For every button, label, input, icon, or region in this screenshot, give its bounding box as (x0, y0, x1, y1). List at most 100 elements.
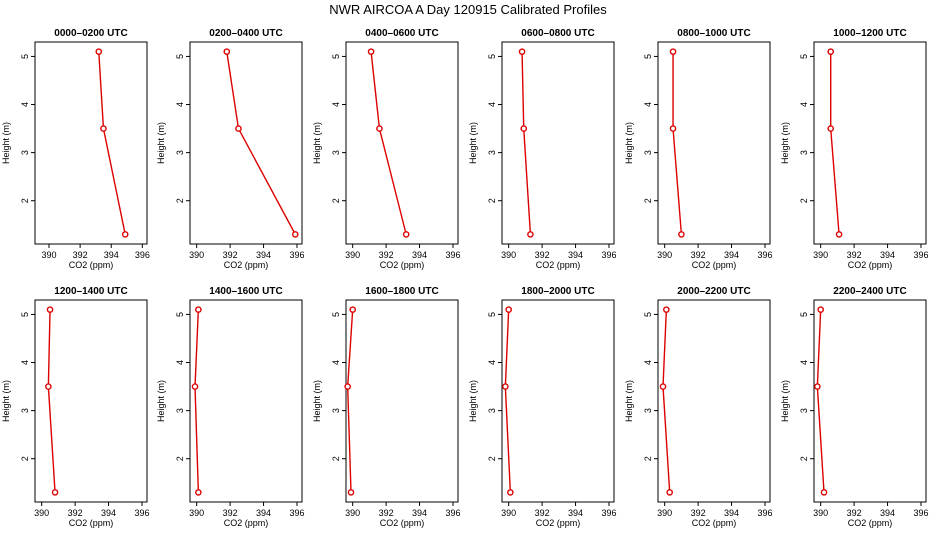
data-point (663, 306, 670, 313)
x-tick-label: 396 (445, 250, 460, 260)
y-tick-label: 2 (799, 456, 809, 461)
data-point (223, 48, 231, 55)
profile-panel: 2000–2200 UTC 390 392 394 396 2 3 4 5 CO2 (ppm) He… (624, 286, 773, 528)
data-point (507, 489, 514, 496)
x-tick-label: 394 (256, 250, 271, 260)
panel-title: 2200–2400 UTC (833, 286, 906, 297)
data-point (195, 306, 202, 313)
panel-grid: 0000–0200 UTC 390 392 394 396 2 3 4 5 CO2 (ppm) He… (1, 28, 929, 528)
plot-frame (345, 299, 459, 503)
x-axis-label: CO2 (ppm) (692, 518, 737, 528)
y-axis-label: Height (m) (312, 380, 322, 422)
x-tick-label: 394 (412, 250, 427, 260)
y-axis-label: Height (m) (312, 122, 322, 164)
plot-frame (345, 41, 459, 245)
data-point (402, 231, 410, 238)
panel-title: 1800–2000 UTC (521, 286, 594, 297)
figure-title: NWR AIRCOA A Day 120915 Calibrated Profi… (329, 2, 607, 17)
plot-frame (34, 299, 148, 503)
panel-title: 1400–1600 UTC (209, 286, 282, 297)
data-point (46, 306, 54, 313)
plot-frame (34, 41, 148, 245)
y-tick-label: 5 (331, 312, 341, 317)
profile-line (816, 309, 825, 493)
y-axis-label: Height (m) (624, 122, 634, 164)
data-point (367, 48, 375, 55)
y-tick-label: 3 (175, 408, 185, 413)
y-tick-label: 5 (487, 54, 497, 59)
y-tick-label: 3 (643, 408, 653, 413)
data-point (349, 306, 356, 313)
profile-line (662, 309, 671, 493)
data-point (45, 383, 52, 390)
panel-title: 2000–2200 UTC (677, 286, 750, 297)
y-axis-label: Height (m) (468, 122, 478, 164)
x-tick-label: 390 (501, 508, 516, 518)
y-tick-label: 4 (799, 102, 809, 107)
data-point (235, 125, 242, 132)
data-point (814, 383, 821, 390)
data-point (100, 125, 107, 132)
data-point (505, 306, 512, 313)
x-tick-label: 390 (345, 508, 360, 518)
profile-line (672, 51, 683, 235)
profile-panel: 1800–2000 UTC 390 392 394 396 2 3 4 5 CO2 (ppm) He… (468, 286, 617, 528)
x-tick-label: 392 (691, 250, 706, 260)
profile-panel: 0800–1000 UTC 390 392 394 396 2 3 4 5 CO2 (ppm) He… (624, 28, 773, 270)
plot-frame (657, 299, 771, 503)
x-tick-label: 392 (223, 508, 238, 518)
x-tick-label: 390 (189, 508, 204, 518)
data-point (195, 489, 202, 496)
panel-title: 0400–0600 UTC (365, 28, 438, 39)
x-tick-label: 396 (601, 508, 616, 518)
x-tick-label: 396 (913, 508, 928, 518)
y-tick-label: 3 (643, 150, 653, 155)
x-tick-label: 392 (223, 250, 238, 260)
plot-frame (189, 41, 303, 245)
y-tick-label: 4 (175, 102, 185, 107)
x-tick-label: 390 (657, 508, 672, 518)
y-axis-label: Height (m) (1, 122, 11, 164)
x-tick-label: 392 (691, 508, 706, 518)
panel-title: 0200–0400 UTC (209, 28, 282, 39)
data-point (191, 383, 199, 390)
y-axis-label: Height (m) (156, 380, 166, 422)
y-tick-label: 3 (487, 408, 497, 413)
profile-panel: 1400–1600 UTC 390 392 394 396 2 3 4 5 CO2 (ppm) He… (156, 286, 305, 528)
y-tick-label: 4 (331, 102, 341, 107)
y-tick-label: 4 (643, 360, 653, 365)
data-point (376, 125, 383, 132)
y-tick-label: 2 (331, 198, 341, 203)
x-axis-label: CO2 (ppm) (69, 260, 114, 270)
y-tick-label: 4 (487, 102, 497, 107)
x-tick-label: 394 (104, 250, 119, 260)
x-tick-label: 394 (880, 250, 895, 260)
x-tick-label: 390 (41, 250, 56, 260)
data-point (669, 125, 677, 132)
x-tick-label: 390 (345, 250, 360, 260)
x-tick-label: 390 (813, 508, 828, 518)
y-tick-label: 3 (20, 150, 30, 155)
x-tick-label: 396 (445, 508, 460, 518)
x-axis-label: CO2 (ppm) (848, 260, 893, 270)
data-point (121, 231, 129, 238)
x-tick-label: 394 (256, 508, 271, 518)
x-tick-label: 394 (101, 508, 116, 518)
x-tick-label: 394 (724, 250, 739, 260)
plot-frame (813, 41, 927, 245)
y-tick-label: 4 (20, 360, 30, 365)
x-tick-label: 392 (535, 250, 550, 260)
x-axis-label: CO2 (ppm) (536, 518, 581, 528)
plot-frame (813, 299, 927, 503)
panel-title: 1000–1200 UTC (833, 28, 906, 39)
data-point (518, 48, 526, 55)
y-tick-label: 4 (643, 102, 653, 107)
y-axis-label: Height (m) (156, 122, 166, 164)
data-point (344, 383, 351, 390)
x-tick-label: 390 (34, 508, 49, 518)
y-tick-label: 4 (799, 360, 809, 365)
data-point (817, 306, 824, 313)
x-axis-label: CO2 (ppm) (224, 518, 269, 528)
x-axis-label: CO2 (ppm) (536, 260, 581, 270)
x-tick-label: 390 (657, 250, 672, 260)
